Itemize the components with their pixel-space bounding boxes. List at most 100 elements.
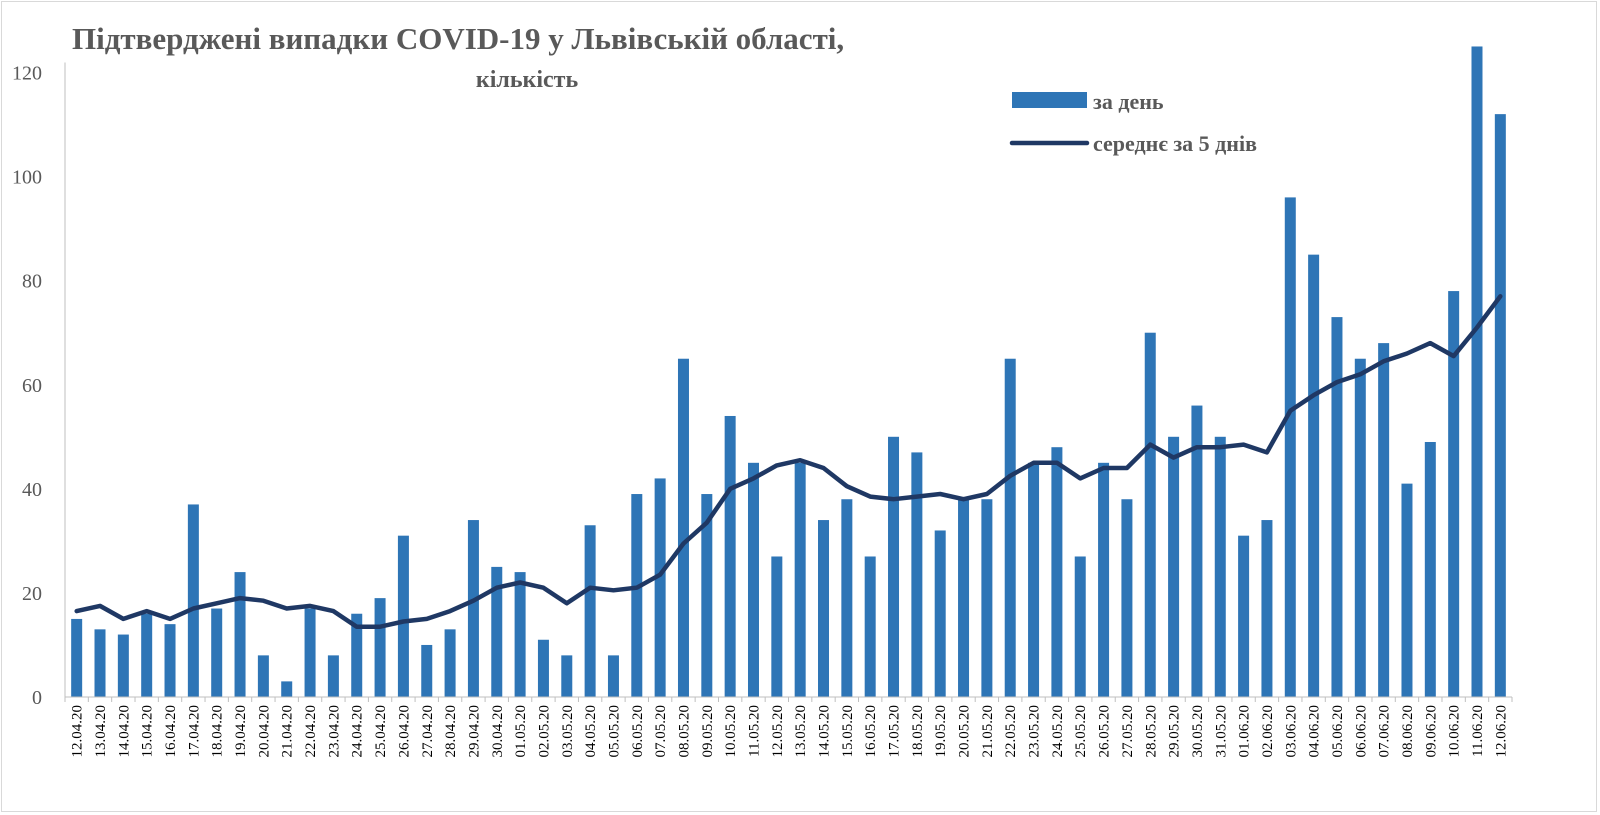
- bar: [234, 572, 246, 697]
- x-tick-label: 18.05.20: [910, 705, 926, 758]
- x-tick-label: 03.05.20: [560, 705, 576, 758]
- x-tick-label: 16.04.20: [163, 705, 179, 758]
- x-tick-label: 10.05.20: [723, 705, 739, 758]
- bar: [1121, 499, 1133, 697]
- x-tick-label: 02.05.20: [536, 705, 552, 758]
- bar: [491, 566, 503, 697]
- y-tick-labels: 0 20 40 60 80 100 120: [12, 63, 42, 710]
- x-tick-label: 24.04.20: [350, 705, 366, 758]
- x-tick-label: 14.05.20: [817, 705, 833, 758]
- bar: [94, 629, 106, 697]
- y-tick-label: 80: [22, 271, 42, 293]
- x-tick-labels: 12.04.20 13.04.20 14.04.20 15.04.20 16.04.20…: [64, 697, 1513, 758]
- bar: [1074, 556, 1086, 697]
- x-tick-label: 31.05.20: [1213, 705, 1229, 758]
- bar: [514, 572, 526, 697]
- x-tick-label: 24.05.20: [1050, 705, 1066, 758]
- chart-subtitle: кількість: [476, 67, 579, 93]
- bar: [841, 499, 853, 697]
- bar: [1378, 343, 1390, 697]
- bar: [1098, 462, 1110, 697]
- bar: [1168, 436, 1180, 697]
- x-tick-label: 13.04.20: [93, 705, 109, 758]
- bar: [1401, 483, 1413, 697]
- bar: [1028, 462, 1040, 697]
- bar: [911, 452, 923, 697]
- x-tick-label: 25.05.20: [1073, 705, 1089, 758]
- x-tick-label: 19.05.20: [933, 705, 949, 758]
- bar: [1238, 535, 1250, 697]
- bar: [1261, 520, 1273, 697]
- bar: [654, 478, 666, 697]
- bar: [397, 535, 409, 697]
- bar: [257, 655, 269, 697]
- bar: [327, 655, 339, 697]
- bar: [537, 639, 549, 697]
- y-tick-label: 60: [22, 375, 42, 397]
- bar: [1494, 114, 1506, 698]
- x-tick-label: 29.05.20: [1167, 705, 1183, 758]
- x-tick-label: 05.06.20: [1330, 705, 1346, 758]
- x-tick-label: 29.04.20: [466, 705, 482, 758]
- bar: [421, 644, 433, 697]
- x-tick-label: 04.06.20: [1307, 705, 1323, 758]
- x-tick-label: 19.04.20: [233, 705, 249, 758]
- bar: [1191, 405, 1203, 697]
- x-tick-label: 26.04.20: [396, 705, 412, 758]
- x-tick-label: 01.05.20: [513, 705, 529, 758]
- y-tick-label: 0: [32, 687, 42, 709]
- x-tick-label: 06.06.20: [1353, 705, 1369, 758]
- x-tick-label: 20.05.20: [957, 705, 973, 758]
- x-tick-label: 11.05.20: [746, 705, 762, 757]
- x-tick-label: 30.05.20: [1190, 705, 1206, 758]
- x-tick-label: 05.05.20: [606, 705, 622, 758]
- x-tick-label: 03.06.20: [1283, 705, 1299, 758]
- x-tick-label: 13.05.20: [793, 705, 809, 758]
- bar: [1004, 358, 1016, 697]
- bar: [701, 494, 713, 697]
- x-tick-label: 02.06.20: [1260, 705, 1276, 758]
- x-tick-label: 08.05.20: [676, 705, 692, 758]
- legend-bar-swatch: [1012, 92, 1087, 108]
- line-series-5day-average: [74, 294, 1503, 629]
- bar: [1308, 254, 1320, 698]
- x-tick-label: 26.05.20: [1097, 705, 1113, 758]
- x-tick-label: 27.05.20: [1120, 705, 1136, 758]
- bar: [561, 655, 573, 697]
- x-tick-label: 06.05.20: [630, 705, 646, 758]
- bar: [374, 598, 386, 697]
- x-tick-label: 09.06.20: [1423, 705, 1439, 758]
- x-tick-label: 04.05.20: [583, 705, 599, 758]
- bar: [818, 520, 830, 697]
- x-tick-label: 07.06.20: [1377, 705, 1393, 758]
- bar: [677, 358, 689, 697]
- x-tick-label: 25.04.20: [373, 705, 389, 758]
- bar: [281, 681, 293, 697]
- x-tick-label: 01.06.20: [1237, 705, 1253, 758]
- bar: [211, 608, 223, 697]
- bar: [71, 618, 83, 697]
- x-tick-label: 20.04.20: [256, 705, 272, 758]
- x-tick-label: 23.05.20: [1027, 705, 1043, 758]
- bar: [958, 499, 970, 697]
- legend-label-average: середнє за 5 днів: [1093, 131, 1257, 156]
- y-tick-label: 40: [22, 479, 42, 501]
- x-tick-label: 12.06.20: [1493, 705, 1509, 758]
- x-tick-label: 12.05.20: [770, 705, 786, 758]
- bar: [1471, 46, 1483, 697]
- bar: [607, 655, 619, 697]
- x-tick-label: 21.04.20: [280, 705, 296, 758]
- bar-series: [71, 46, 1506, 698]
- x-tick-label: 10.06.20: [1447, 705, 1463, 758]
- x-tick-label: 18.04.20: [210, 705, 226, 758]
- x-tick-label: 22.04.20: [303, 705, 319, 758]
- bar: [304, 608, 316, 697]
- x-tick-label: 21.05.20: [980, 705, 996, 758]
- bar: [117, 634, 129, 697]
- bar: [1331, 317, 1343, 697]
- x-tick-label: 14.04.20: [116, 705, 132, 758]
- chart-title: Підтверджені випадки COVID-19 у Львівськ…: [72, 21, 844, 56]
- bar: [771, 556, 783, 697]
- x-tick-label: 11.06.20: [1470, 705, 1486, 757]
